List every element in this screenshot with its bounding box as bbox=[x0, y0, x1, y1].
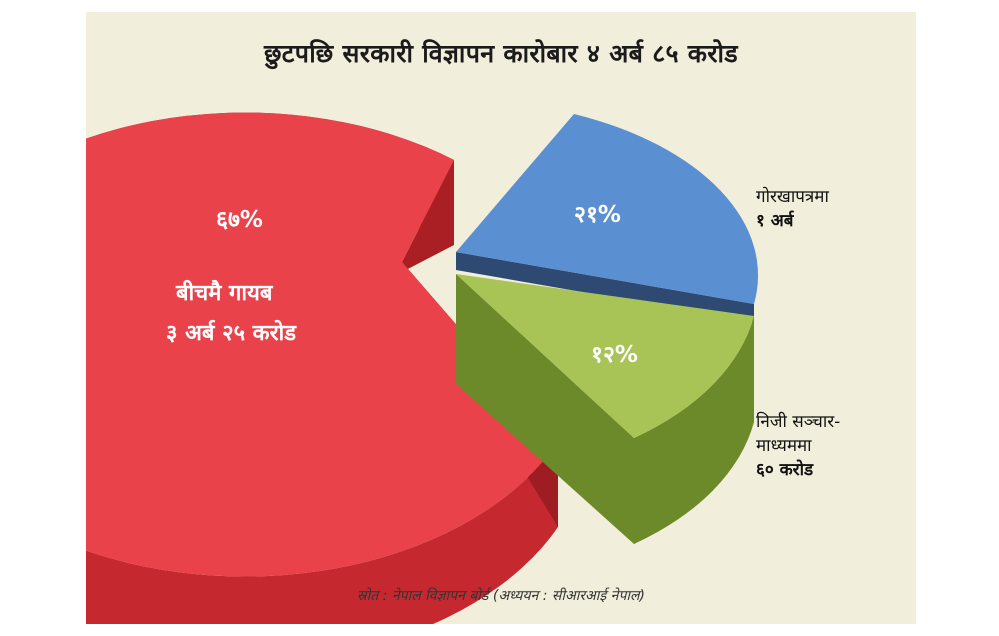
label-gorkhapatra: गोरखापत्रमा १ अर्ब bbox=[756, 185, 829, 233]
chart-title: छुटपछि सरकारी विज्ञापन कारोबार ४ अर्ब ८५… bbox=[263, 39, 738, 68]
data-label-2: १२% bbox=[591, 342, 638, 368]
slice-name-2: निजी सञ्चार- bbox=[756, 412, 841, 432]
slice-amount-1: १ अर्ब bbox=[756, 211, 794, 231]
pie-slice-side-2 bbox=[456, 274, 754, 544]
pie-chart: ६७% २१% १२% बीचमै गायब ३ अर्ब २५ करोड bbox=[86, 112, 759, 624]
slice-amount-0: ३ अर्ब २५ करोड bbox=[166, 319, 297, 346]
source-note: स्रोत : नेपाल विज्ञापन बोर्ड (अध्ययन : स… bbox=[357, 588, 645, 604]
slice-name-2-line2: माध्यममा bbox=[756, 436, 812, 456]
chart-panel: छुटपछि सरकारी विज्ञापन कारोबार ४ अर्ब ८५… bbox=[86, 12, 916, 624]
data-label-1: २१% bbox=[574, 202, 621, 228]
label-private-media: निजी सञ्चार- माध्यममा ६० करोड bbox=[756, 410, 840, 482]
pie-slice-side-1 bbox=[456, 252, 754, 322]
data-label-0: ६७% bbox=[216, 207, 263, 233]
pie-slice-0 bbox=[86, 112, 558, 577]
slice-name-1: गोरखापत्रमा bbox=[756, 187, 829, 207]
slice-name-0: बीचमै गायब bbox=[175, 279, 274, 306]
pie-slice-inner-wall-0 bbox=[402, 160, 454, 272]
pie-slice-1 bbox=[456, 114, 759, 304]
slice-amount-2: ६० करोड bbox=[756, 460, 814, 480]
pie-slice-2 bbox=[456, 274, 754, 438]
